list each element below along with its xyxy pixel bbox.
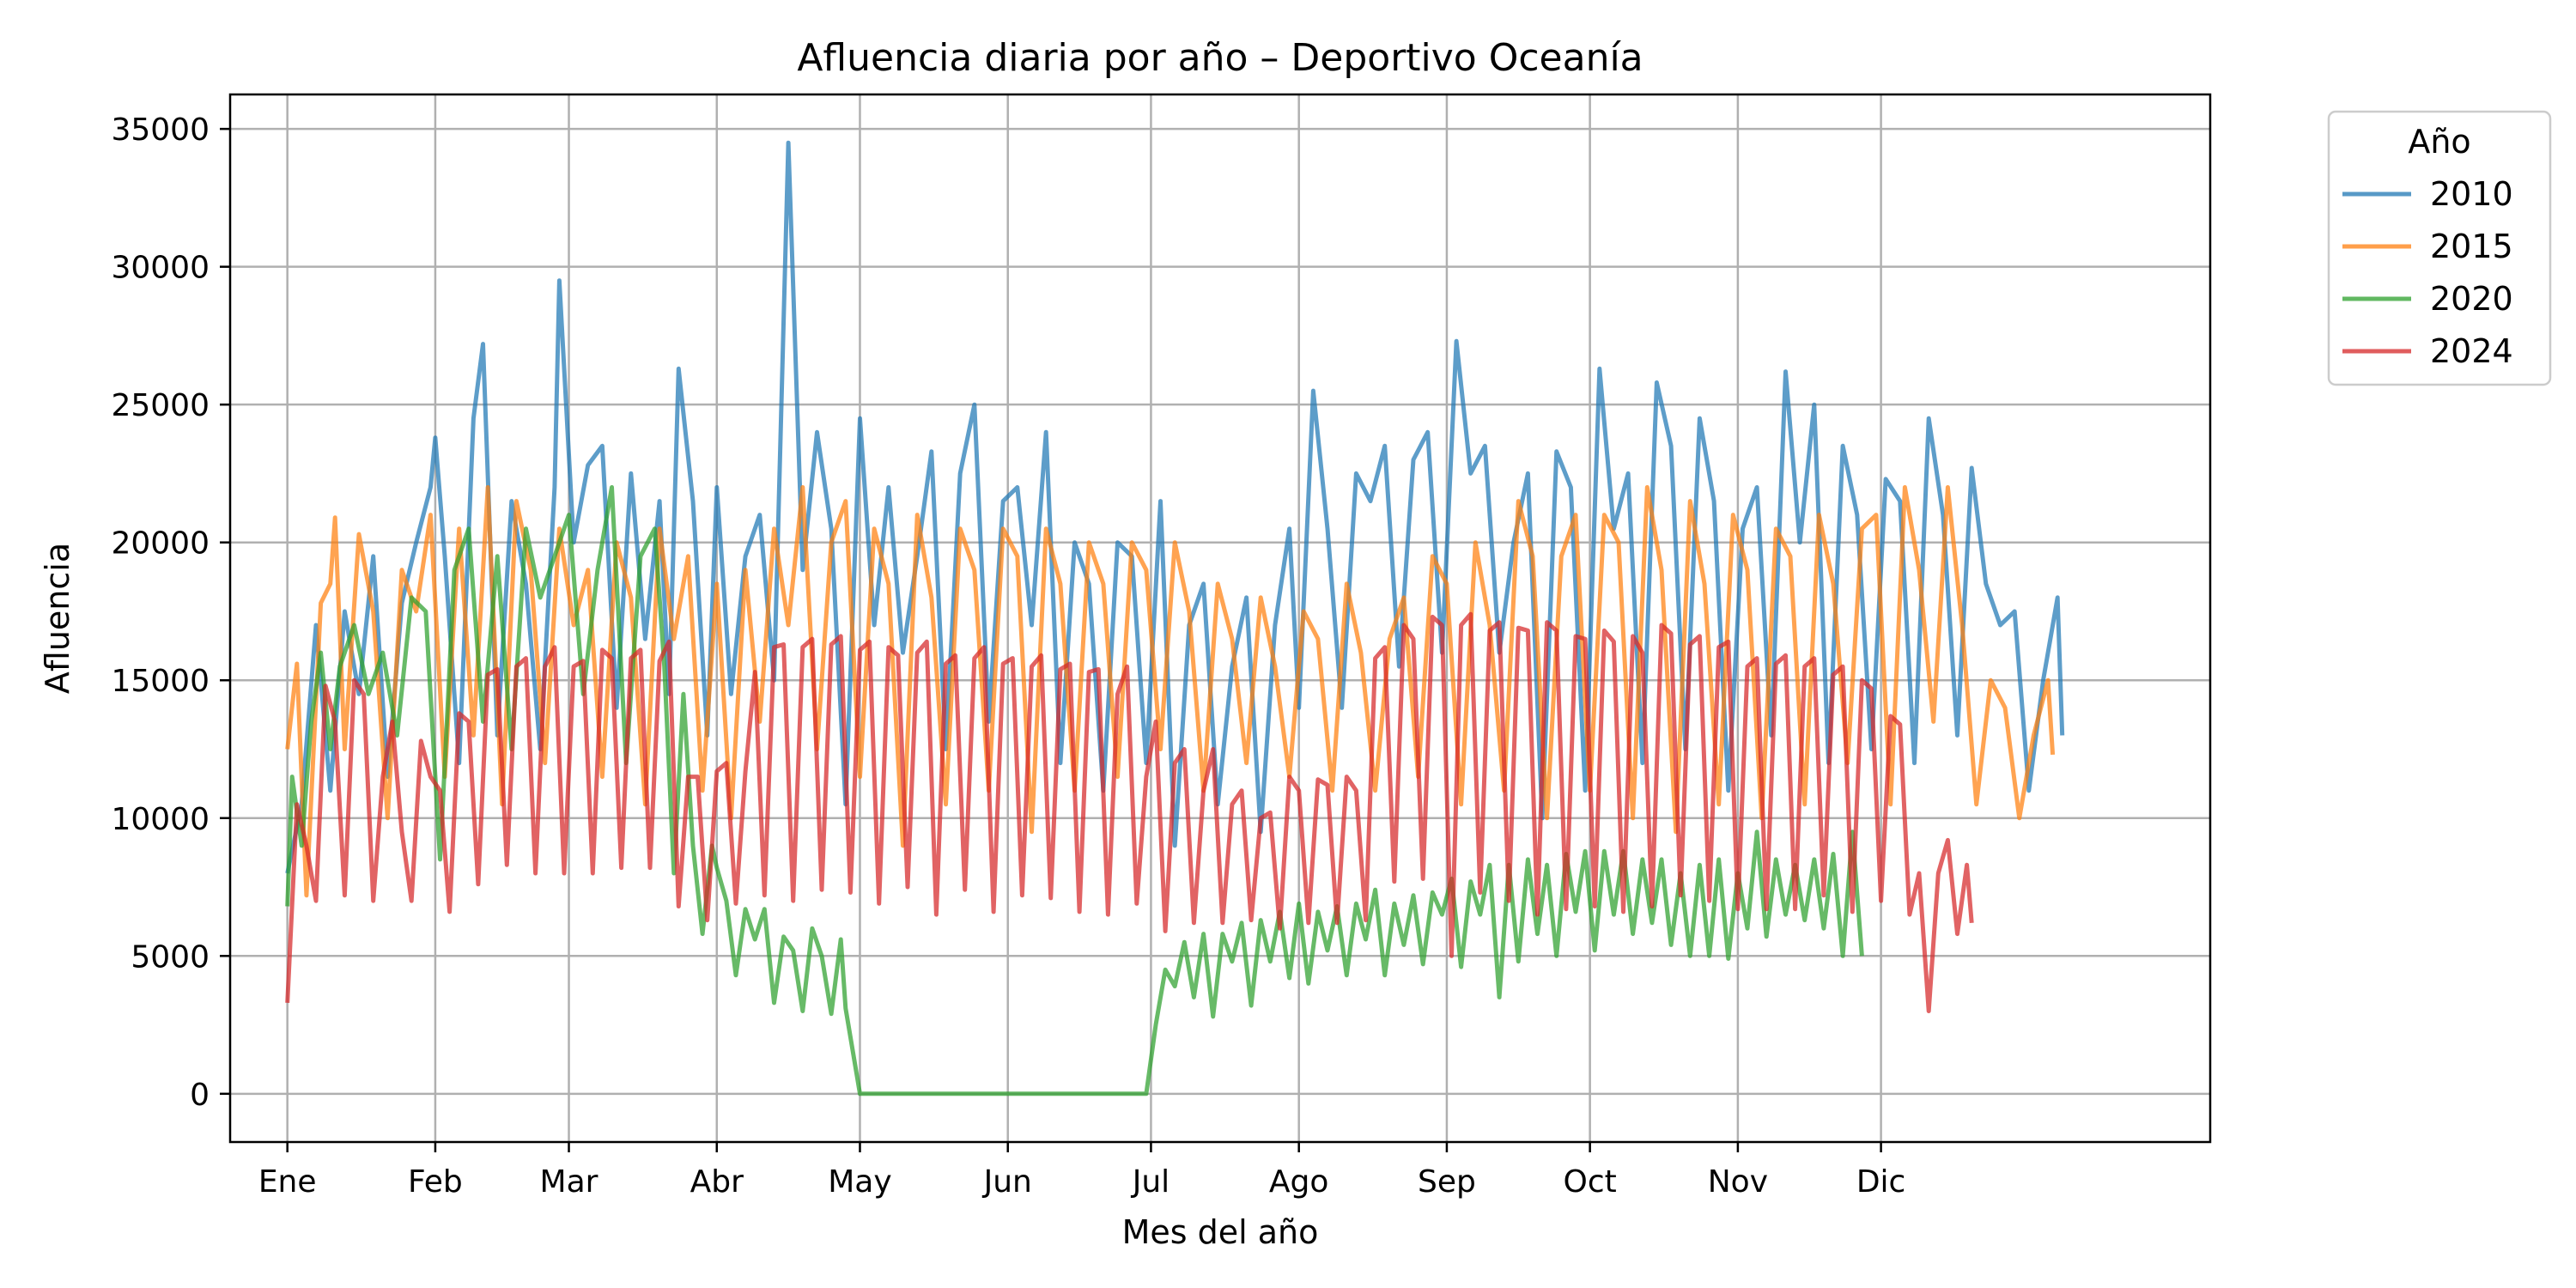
series-line-2010 <box>285 140 2065 874</box>
x-tick-label: Jun <box>982 1164 1032 1200</box>
x-tick-label: May <box>828 1164 891 1200</box>
y-tick-label: 30000 <box>111 251 210 286</box>
y-axis-label: Afluencia <box>39 543 76 694</box>
y-tick-label: 5000 <box>131 939 210 975</box>
chart-title: Afluencia diaria por año – Deportivo Oce… <box>797 36 1643 80</box>
x-tick-label: Ene <box>258 1164 317 1200</box>
x-tick-label: Dic <box>1856 1164 1906 1200</box>
axis-ticks: Ene Feb Mar Abr May Jun Jul Ago Sep Oct Nov Dic 0 500… <box>111 112 1905 1200</box>
y-tick-label: 35000 <box>111 112 210 148</box>
legend: Año 2010 2015 2020 2024 <box>2327 110 2552 386</box>
x-axis-label: Mes del año <box>1122 1213 1319 1251</box>
y-tick-label: 15000 <box>111 664 210 699</box>
x-tick-label: Nov <box>1708 1164 1768 1200</box>
y-tick-label: 0 <box>190 1078 210 1113</box>
series-lines <box>285 140 2065 1097</box>
x-tick-label: Feb <box>408 1164 463 1200</box>
legend-label-2015: 2015 <box>2430 228 2513 265</box>
x-tick-label: Oct <box>1564 1164 1617 1200</box>
legend-label-2020: 2020 <box>2430 280 2513 318</box>
x-tick-label: Sep <box>1418 1164 1476 1200</box>
legend-title: Año <box>2408 123 2470 161</box>
y-tick-label: 10000 <box>111 802 210 837</box>
legend-label-2010: 2010 <box>2430 175 2513 213</box>
plot-frame <box>228 93 2212 1144</box>
x-tick-label: Mar <box>540 1164 598 1200</box>
x-tick-label: Abr <box>690 1164 744 1200</box>
x-tick-label: Jul <box>1131 1164 1170 1200</box>
series-line-2020 <box>285 485 1864 1097</box>
x-tick-label: Ago <box>1269 1164 1329 1200</box>
series-line-2024 <box>285 611 1974 1013</box>
legend-box <box>2327 110 2552 386</box>
y-tick-label: 20000 <box>111 526 210 562</box>
legend-label-2024: 2024 <box>2430 332 2513 370</box>
y-tick-label: 25000 <box>111 388 210 423</box>
